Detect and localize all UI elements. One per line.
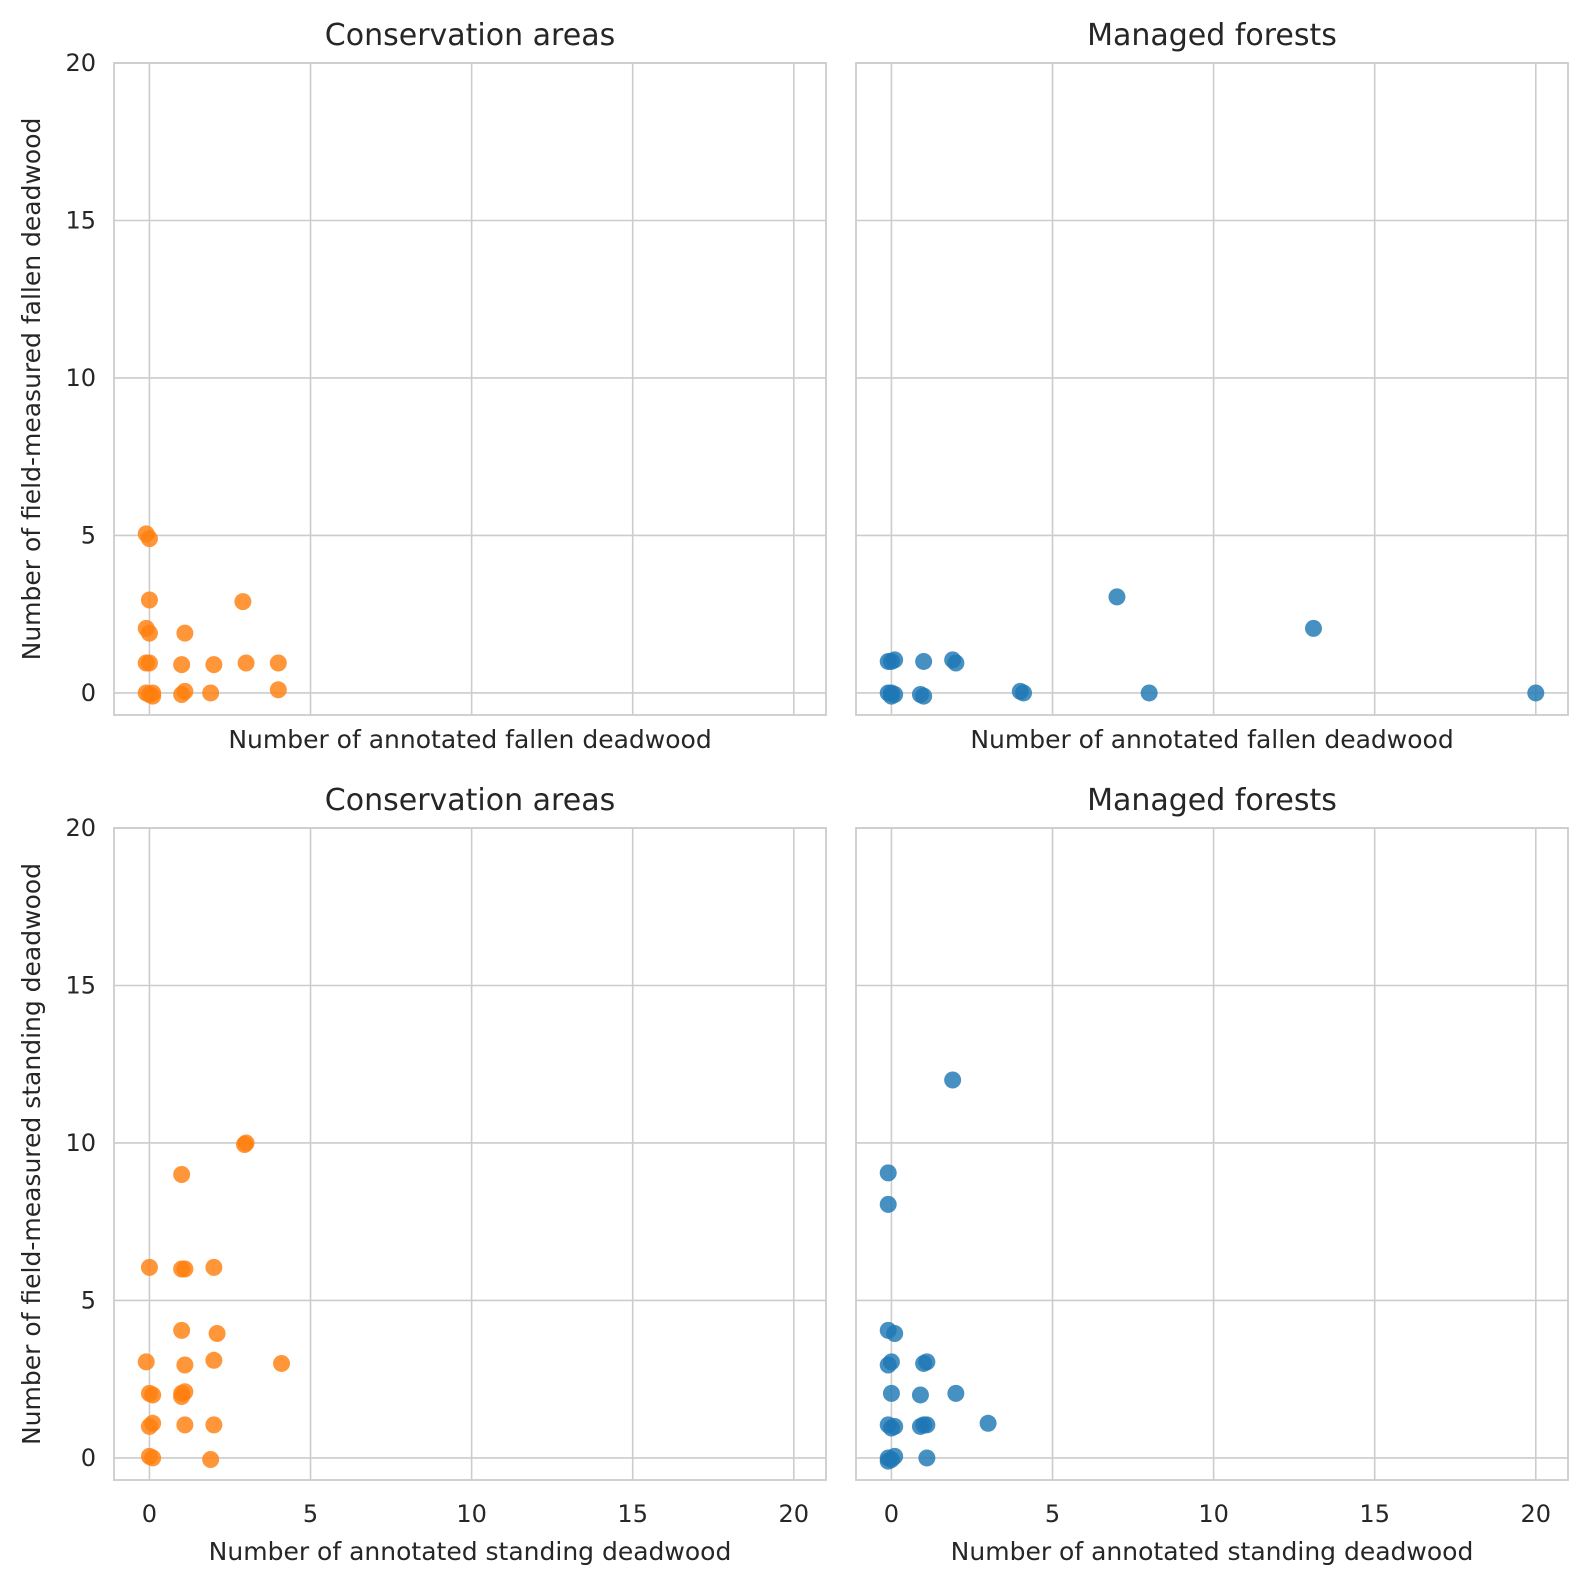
x-tick-label: 15 (1359, 1500, 1390, 1528)
data-point (173, 1388, 191, 1406)
x-tick-label: 20 (1521, 1500, 1552, 1528)
axes-frame (855, 62, 1569, 716)
data-point (234, 593, 252, 611)
data-point (273, 1354, 291, 1372)
data-point (144, 1414, 162, 1432)
data-point (269, 654, 287, 672)
data-point (882, 687, 900, 705)
data-point (173, 1321, 191, 1339)
data-point (886, 1417, 904, 1435)
data-point (915, 687, 933, 705)
y-axis-label: Number of field-measured standing deadwo… (17, 863, 46, 1445)
panel-title: Conservation areas (325, 783, 615, 818)
y-tick-label: 10 (65, 1129, 96, 1157)
data-point (137, 1353, 155, 1371)
data-point (140, 624, 158, 642)
data-point (879, 1356, 897, 1374)
x-axis-label: Number of annotated standing deadwood (209, 1537, 732, 1566)
data-point (205, 1258, 223, 1276)
x-tick-label: 20 (779, 1500, 810, 1528)
axes-frame (113, 827, 827, 1481)
data-point (205, 1351, 223, 1369)
data-point (1527, 684, 1545, 702)
x-axis-label: Number of annotated fallen deadwood (228, 725, 711, 754)
y-tick-label: 5 (81, 1286, 96, 1314)
data-point (235, 1136, 253, 1154)
x-tick-label: 5 (1045, 1500, 1060, 1528)
x-axis-label: Number of annotated standing deadwood (951, 1537, 1474, 1566)
panel-1: 0 5 10 15 20 Conservation areas Number of anno… (17, 18, 827, 754)
data-point (879, 1452, 897, 1470)
data-point (947, 654, 965, 672)
y-tick-label: 0 (81, 1444, 96, 1472)
data-point (269, 681, 287, 699)
panel-title: Conservation areas (325, 18, 615, 53)
data-point (144, 1386, 162, 1404)
x-tick-label: 10 (456, 1500, 487, 1528)
x-tick-label: 0 (142, 1500, 157, 1528)
data-point (140, 654, 158, 672)
x-tick-label: 10 (1198, 1500, 1229, 1528)
y-tick-label: 15 (65, 206, 96, 234)
data-point (140, 591, 158, 609)
y-tick-label: 10 (65, 364, 96, 392)
data-point (947, 1384, 965, 1402)
data-point (202, 684, 220, 702)
y-tick-label: 15 (65, 971, 96, 999)
data-point (918, 1449, 936, 1467)
data-point (173, 1165, 191, 1183)
data-point (886, 1325, 904, 1343)
data-point (915, 652, 933, 670)
axes-frame (113, 62, 827, 716)
y-tick-label: 5 (81, 521, 96, 549)
data-point (1140, 684, 1158, 702)
x-tick-label: 5 (303, 1500, 318, 1528)
panel-3: 0 5 10 15 20 0 5 10 15 20 Conservation areas Number… (17, 783, 827, 1566)
data-point (1304, 619, 1322, 637)
axes-frame (855, 827, 1569, 1481)
data-point (144, 687, 162, 705)
data-point (140, 1258, 158, 1276)
data-point (140, 530, 158, 548)
x-tick-label: 15 (617, 1500, 648, 1528)
y-tick-label: 20 (65, 49, 96, 77)
data-point (144, 1449, 162, 1467)
data-point (911, 1386, 929, 1404)
data-point (911, 1417, 929, 1435)
y-axis-label: Number of field-measured fallen deadwood (17, 118, 46, 661)
panel-2: Managed forests Number of annotated falle… (855, 18, 1569, 754)
data-point (205, 1416, 223, 1434)
data-point (176, 1356, 194, 1374)
data-point (176, 624, 194, 642)
data-point (979, 1414, 997, 1432)
data-point (1108, 588, 1126, 606)
data-point (208, 1325, 226, 1343)
data-point (918, 1353, 936, 1371)
data-point (886, 651, 904, 669)
data-point (176, 682, 194, 700)
panel-title: Managed forests (1087, 783, 1337, 818)
data-point (202, 1451, 220, 1469)
data-point (879, 1164, 897, 1182)
data-point (205, 656, 223, 674)
data-point (944, 1071, 962, 1089)
data-point (237, 654, 255, 672)
panel-title: Managed forests (1087, 18, 1337, 53)
data-point (173, 1260, 191, 1278)
data-point (1015, 684, 1033, 702)
data-point (173, 656, 191, 674)
x-axis-label: Number of annotated fallen deadwood (970, 725, 1453, 754)
y-tick-label: 0 (81, 679, 96, 707)
data-point (176, 1416, 194, 1434)
y-tick-label: 20 (65, 814, 96, 842)
panel-4: 0 5 10 15 20 Managed forests Number of annotat… (855, 783, 1569, 1566)
data-point (879, 1195, 897, 1213)
x-tick-label: 0 (884, 1500, 899, 1528)
data-point (882, 1384, 900, 1402)
